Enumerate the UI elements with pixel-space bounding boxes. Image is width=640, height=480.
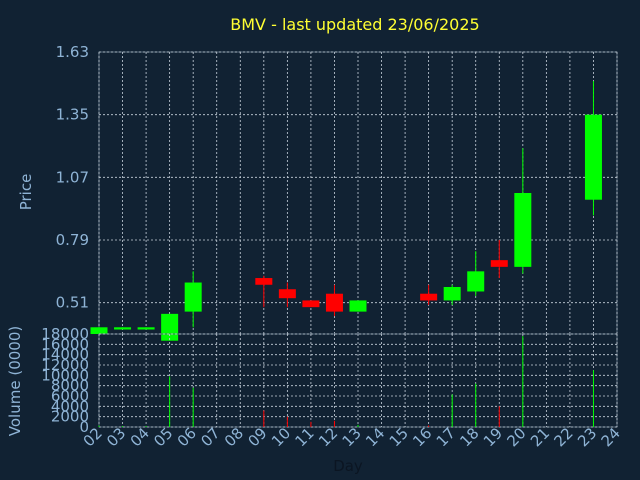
volume-tick-label: 4000 [51,397,89,415]
candle-body [584,114,602,200]
volume-panel: 0200040006000800010000120001400016000180… [41,325,618,436]
candle-body [443,287,461,301]
candle-body [114,327,132,330]
volume-tick-label: 2000 [51,408,89,426]
candle-body [420,293,438,301]
candle-body [514,193,532,267]
candle-body [184,282,202,312]
candle-body [90,327,108,334]
chart-title: BMV - last updated 23/06/2025 [230,15,479,34]
price-tick-label: 0.79 [56,231,89,249]
price-tick-label: 0.51 [56,294,89,312]
candle-body [161,313,179,341]
candle-body [467,271,485,292]
price-panel: 0.51 0.79 1.07 1.35 1.63 [56,43,618,341]
volume-tick-label: 14000 [41,346,89,364]
volume-tick-label: 10000 [41,366,89,384]
volume-tick-label: 6000 [51,387,89,405]
candle-body [325,293,343,312]
price-tick-label: 1.07 [56,168,89,186]
volume-axis-label: Volume (0000) [6,326,24,436]
volume-tick-label: 12000 [41,356,89,374]
candle-body [255,278,273,285]
candle-body [137,327,155,330]
volume-tick-label: 16000 [41,335,89,353]
volume-tick-label: 8000 [51,377,89,395]
x-axis-label: Day [333,457,363,475]
volume-tick-label: 18000 [41,325,89,343]
candle-body [349,300,367,312]
price-tick-label: 1.35 [56,106,89,124]
price-tick-label: 1.63 [56,43,89,61]
candle-body [302,300,320,308]
candle-body [278,289,296,299]
volume-tick-label: 0 [79,418,89,436]
candle-body [490,260,508,267]
price-axis-label: Price [17,174,35,211]
